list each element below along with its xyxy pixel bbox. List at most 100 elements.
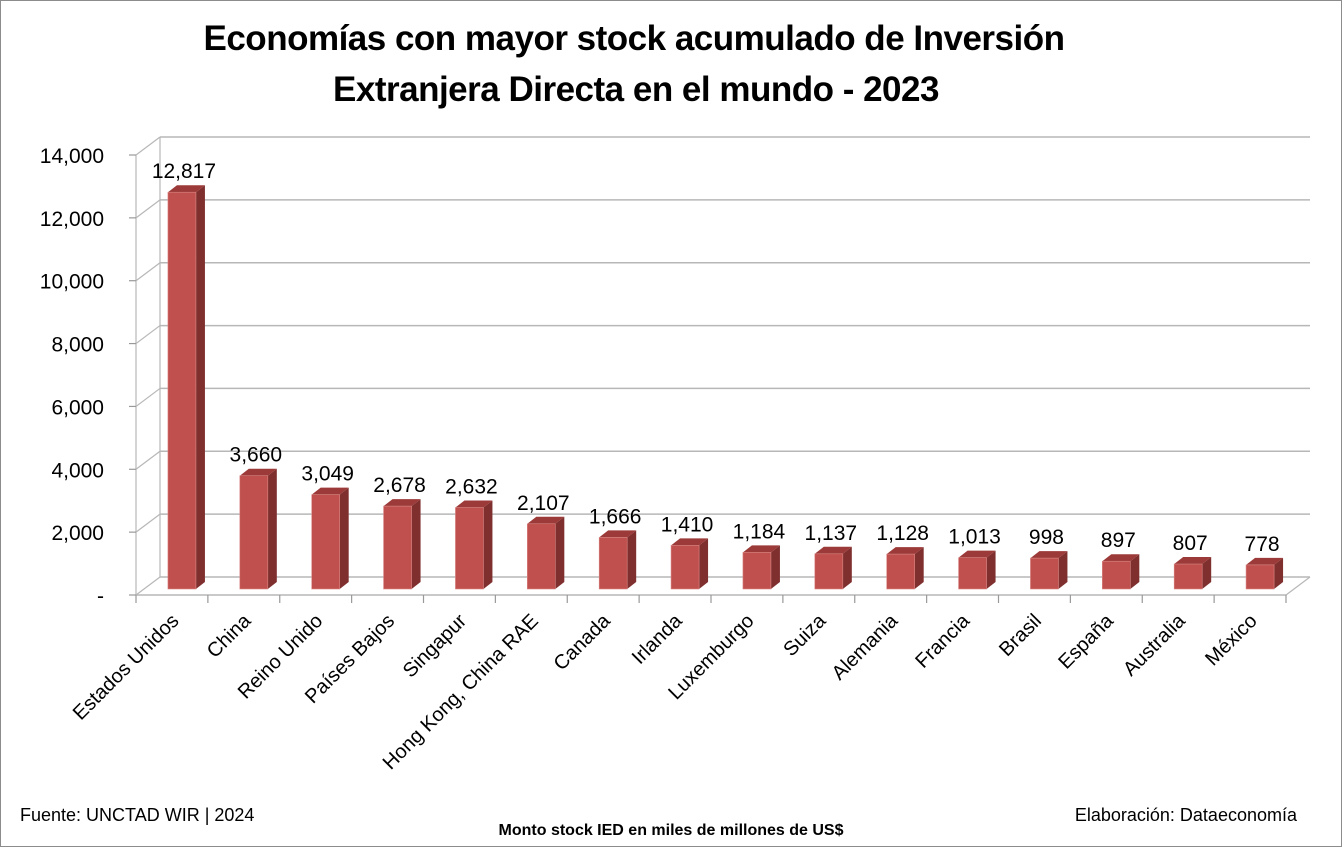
bar-front [311, 494, 340, 590]
bar-side [1058, 551, 1068, 589]
category-label: Brasil [995, 610, 1046, 661]
data-label: 897 [1101, 529, 1136, 552]
data-label: 3,049 [301, 463, 354, 486]
data-label: 1,137 [805, 522, 858, 545]
category-label: México [1201, 610, 1261, 670]
bar-front [167, 191, 197, 590]
bar [1102, 554, 1140, 590]
bar-side [1202, 557, 1212, 589]
y-tick-label: 6,000 [51, 396, 104, 419]
category-label: Suiza [779, 609, 831, 661]
chart-title-line-1: Economías con mayor stock acumulado de I… [204, 19, 1065, 58]
source-note: Fuente: UNCTAD WIR | 2024 [20, 805, 254, 825]
gridline-diagonal [135, 576, 161, 596]
category-label: Australia [1119, 609, 1190, 680]
gridline-diagonal [135, 199, 161, 219]
category-label: Alemania [828, 609, 903, 684]
bar-side [770, 545, 780, 589]
bars [167, 185, 1284, 590]
floor-edge [1285, 576, 1311, 596]
category-label: China [203, 609, 256, 662]
bar-front [814, 553, 844, 590]
bar-side [1130, 554, 1140, 589]
bar-top [455, 500, 493, 508]
data-label: 12,817 [152, 160, 216, 183]
bar-front [383, 505, 412, 590]
data-label: 2,107 [517, 492, 570, 515]
data-label: 1,666 [589, 505, 642, 528]
bar-top [239, 468, 277, 476]
x-axis-title: Monto stock IED en miles de millones de … [499, 822, 844, 839]
y-tick-label: 4,000 [51, 459, 104, 482]
bar-side [339, 487, 349, 589]
bar-top [1174, 557, 1212, 565]
bar-top [886, 547, 924, 555]
gridline-diagonal [135, 513, 161, 533]
data-label: 3,660 [230, 444, 283, 467]
bar-side [483, 500, 493, 589]
bar-side [699, 538, 709, 589]
bar [167, 185, 205, 590]
y-tick-label: 10,000 [40, 271, 104, 294]
bar-top [599, 530, 637, 538]
y-tick-label: 2,000 [51, 522, 104, 545]
bar-top [814, 546, 852, 554]
bar [1245, 557, 1284, 590]
y-tick-label: 14,000 [40, 145, 104, 168]
bar-top [1246, 557, 1284, 565]
bar [455, 500, 493, 590]
bar-front [527, 523, 556, 590]
category-label: Singapur [399, 610, 471, 682]
bar [598, 530, 637, 590]
data-label: 2,678 [373, 474, 426, 497]
data-label: 807 [1173, 532, 1208, 555]
bar-front [239, 475, 269, 590]
y-tick-label: 8,000 [51, 334, 104, 357]
category-label: Estados Unidos [69, 610, 184, 725]
bar-top [311, 487, 349, 495]
bar-side [1274, 557, 1284, 589]
bar-front [1030, 557, 1059, 590]
bar-front [886, 553, 915, 590]
bar [1173, 557, 1212, 590]
category-label: España [1054, 609, 1118, 673]
bar [383, 499, 421, 590]
bar-top [527, 516, 565, 524]
bar [1030, 551, 1068, 590]
bar-top [383, 499, 421, 507]
category-label: Francia [911, 609, 974, 672]
bar-top [167, 185, 205, 193]
bar-side [555, 516, 565, 589]
data-label: 1,128 [876, 522, 929, 545]
bar-side [267, 468, 277, 589]
category-label: Canada [550, 609, 616, 675]
bar-front [1245, 564, 1275, 590]
bar [958, 550, 996, 590]
gridline-diagonal [135, 387, 161, 407]
bar-side [986, 550, 996, 589]
data-label: 1,013 [948, 526, 1001, 549]
category-label: Irlanda [628, 609, 687, 668]
bar-top [671, 538, 709, 546]
bar-front [598, 537, 628, 590]
bar [670, 538, 709, 590]
data-label: 1,410 [661, 513, 714, 536]
bar-front [1102, 560, 1131, 590]
bar-front [455, 507, 484, 590]
chart-title-line-2: Extranjera Directa en el mundo - 2023 [333, 70, 939, 109]
bar [886, 547, 924, 590]
bar-top [1102, 554, 1140, 562]
bar-top [1030, 551, 1068, 559]
bar-top [742, 545, 780, 553]
bar-side [411, 499, 421, 589]
bar-top [958, 550, 996, 558]
bar-front [670, 545, 700, 590]
bar-front [958, 557, 987, 590]
gridline-diagonal [135, 325, 161, 345]
y-axis-ticks: - 2,000 4,000 6,000 8,000 10,000 12,000 14,000 [40, 145, 1287, 608]
bar-side [842, 546, 852, 589]
data-label: 2,632 [445, 476, 498, 499]
gridline-diagonal [135, 136, 161, 156]
